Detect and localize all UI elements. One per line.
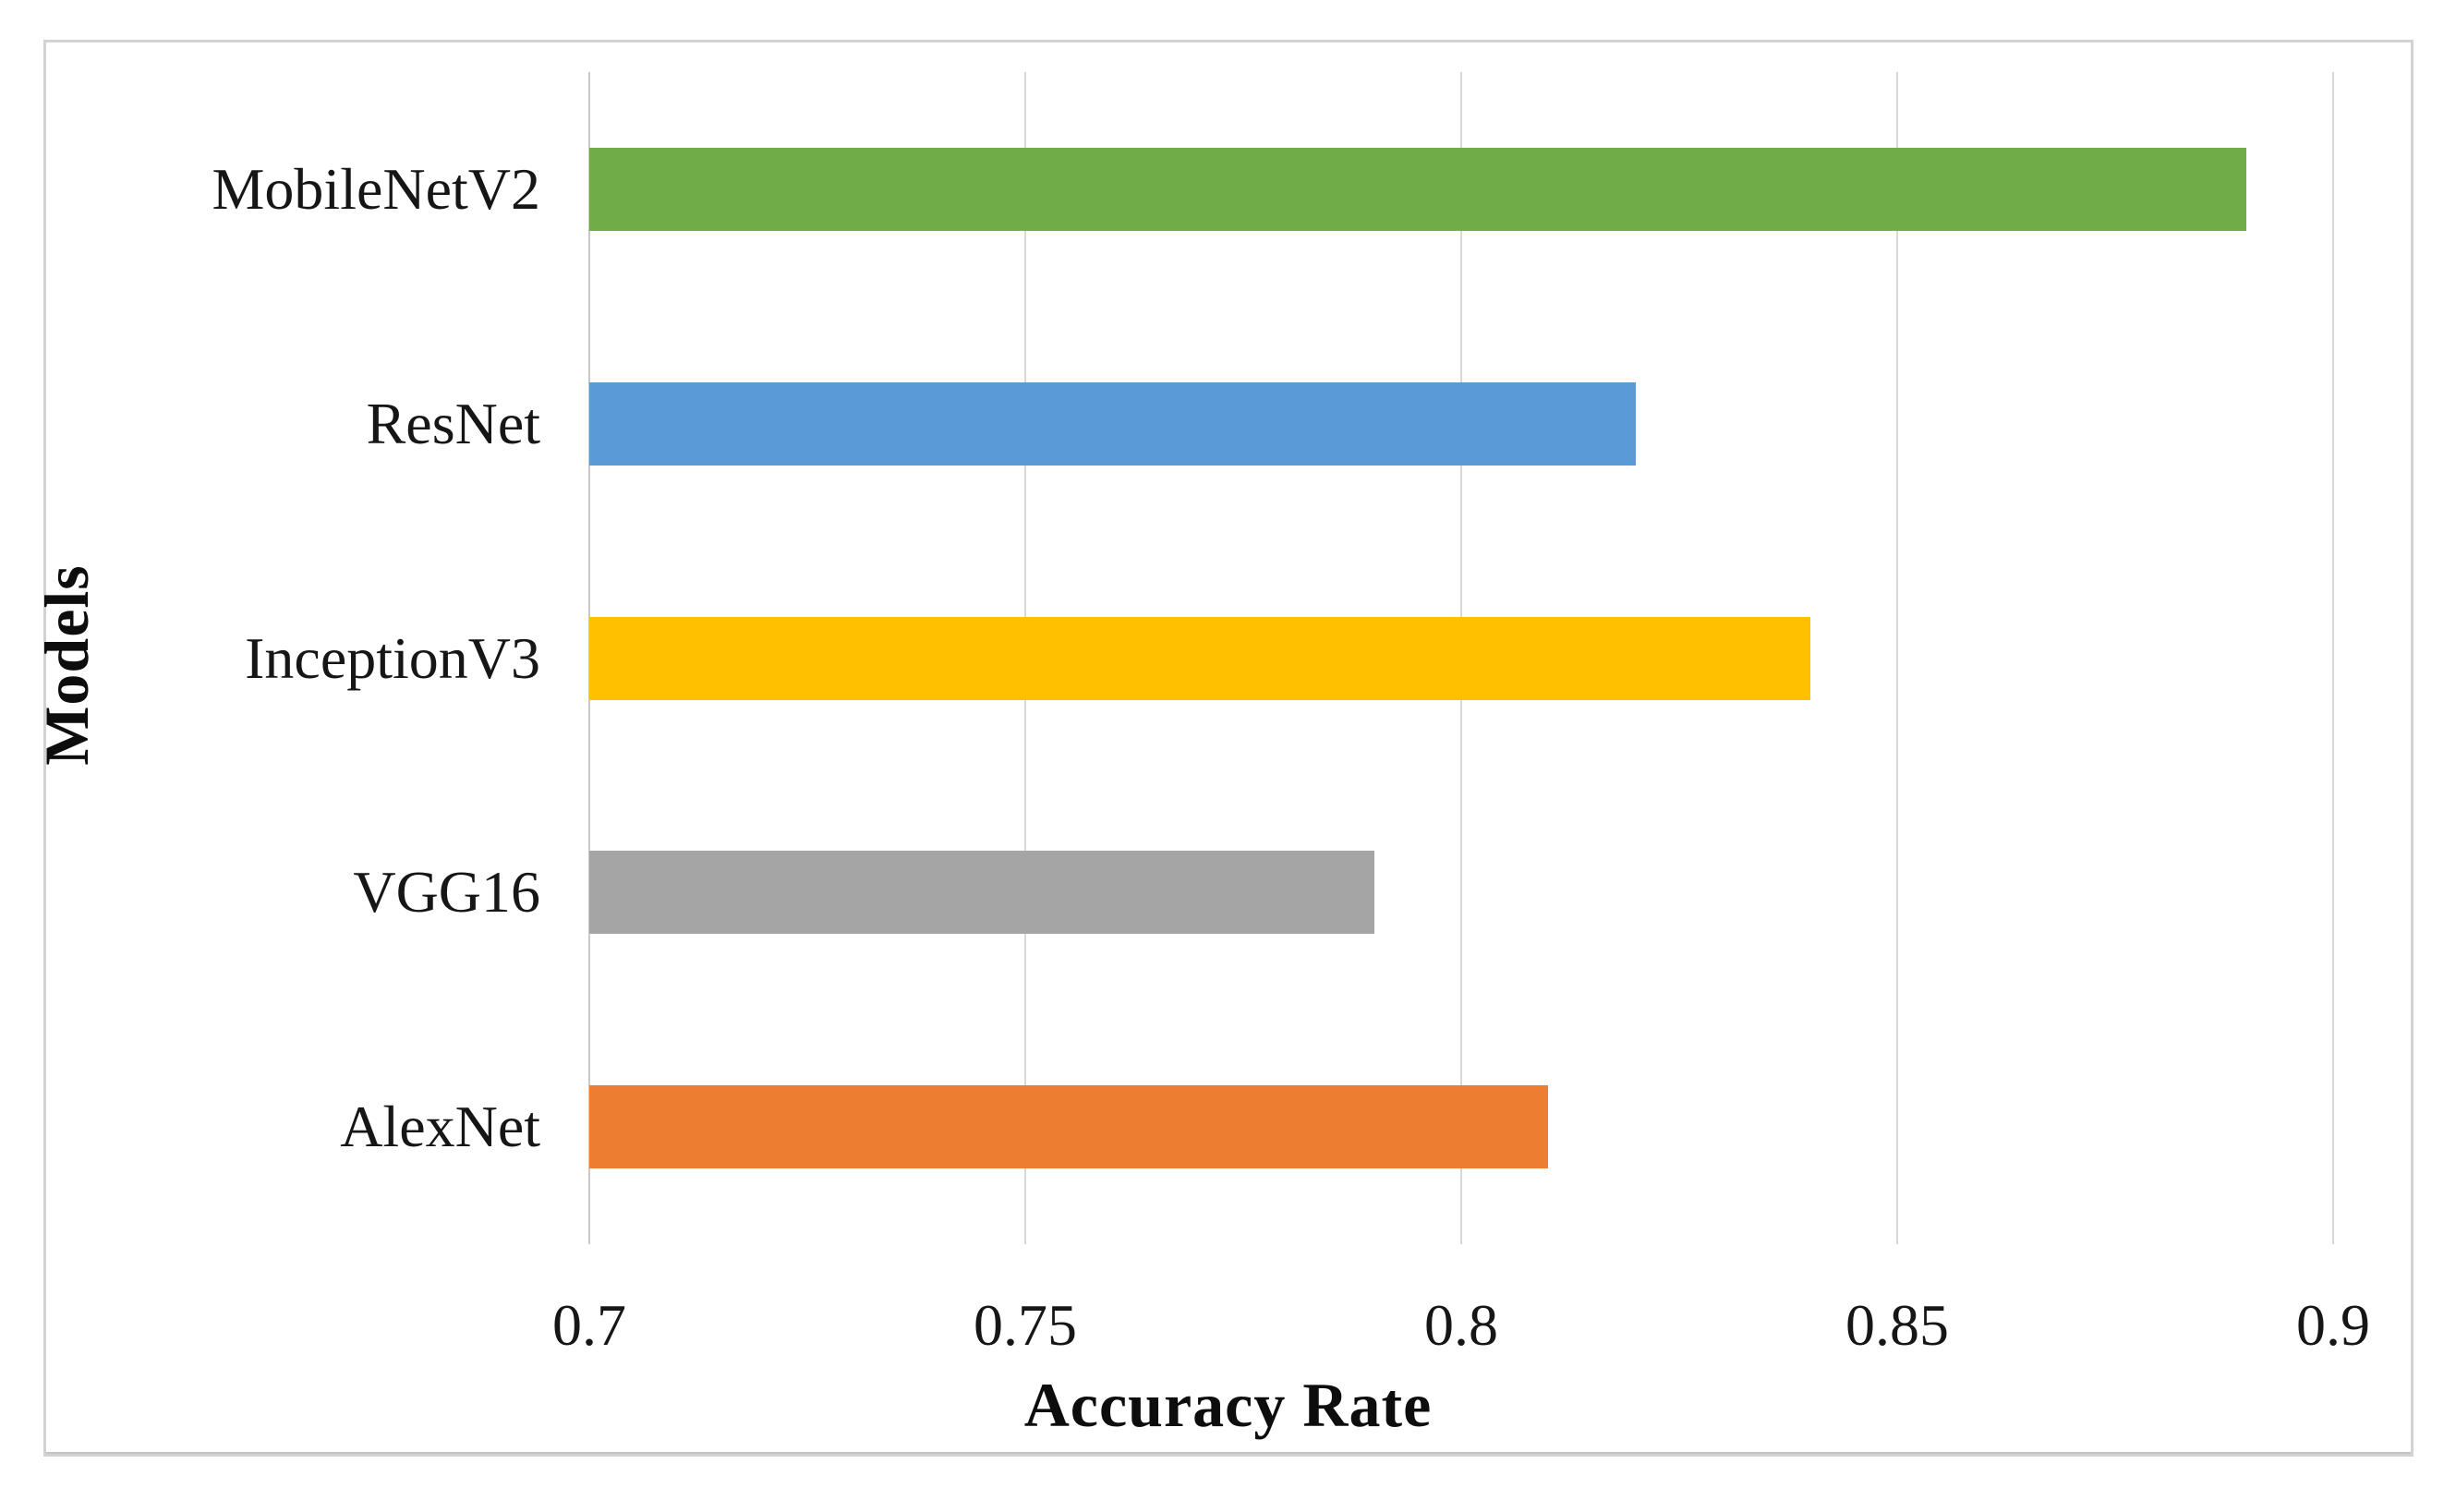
bar-mobilenetv2 [589, 147, 2246, 231]
gridline-x-0.85 [1896, 72, 1898, 1244]
gridline-x-0.9 [2332, 72, 2334, 1244]
x-axis-title: Accuracy Rate [1023, 1370, 1433, 1440]
plot-area [588, 72, 2334, 1244]
category-label-alexnet: AlexNet [340, 1094, 540, 1160]
x-tick-label-0.8: 0.8 [1424, 1292, 1498, 1358]
x-tick-label-0.9: 0.9 [2296, 1292, 2370, 1358]
category-label-mobilenetv2: MobileNetV2 [212, 155, 541, 222]
x-tick-label-0.75: 0.75 [974, 1292, 1077, 1358]
y-axis-title: Models [31, 564, 102, 766]
category-label-vgg16: VGG16 [353, 859, 540, 925]
bar-alexnet [589, 1085, 1549, 1169]
x-tick-label-0.85: 0.85 [1845, 1292, 1949, 1358]
category-label-inceptionv3: InceptionV3 [245, 624, 540, 691]
bar-vgg16 [589, 851, 1374, 935]
figure-border [43, 40, 2414, 1457]
category-label-resnet: ResNet [366, 390, 540, 456]
x-tick-label-0.7: 0.7 [552, 1292, 626, 1358]
bar-resnet [589, 381, 1636, 466]
bar-inceptionv3 [589, 616, 1810, 700]
